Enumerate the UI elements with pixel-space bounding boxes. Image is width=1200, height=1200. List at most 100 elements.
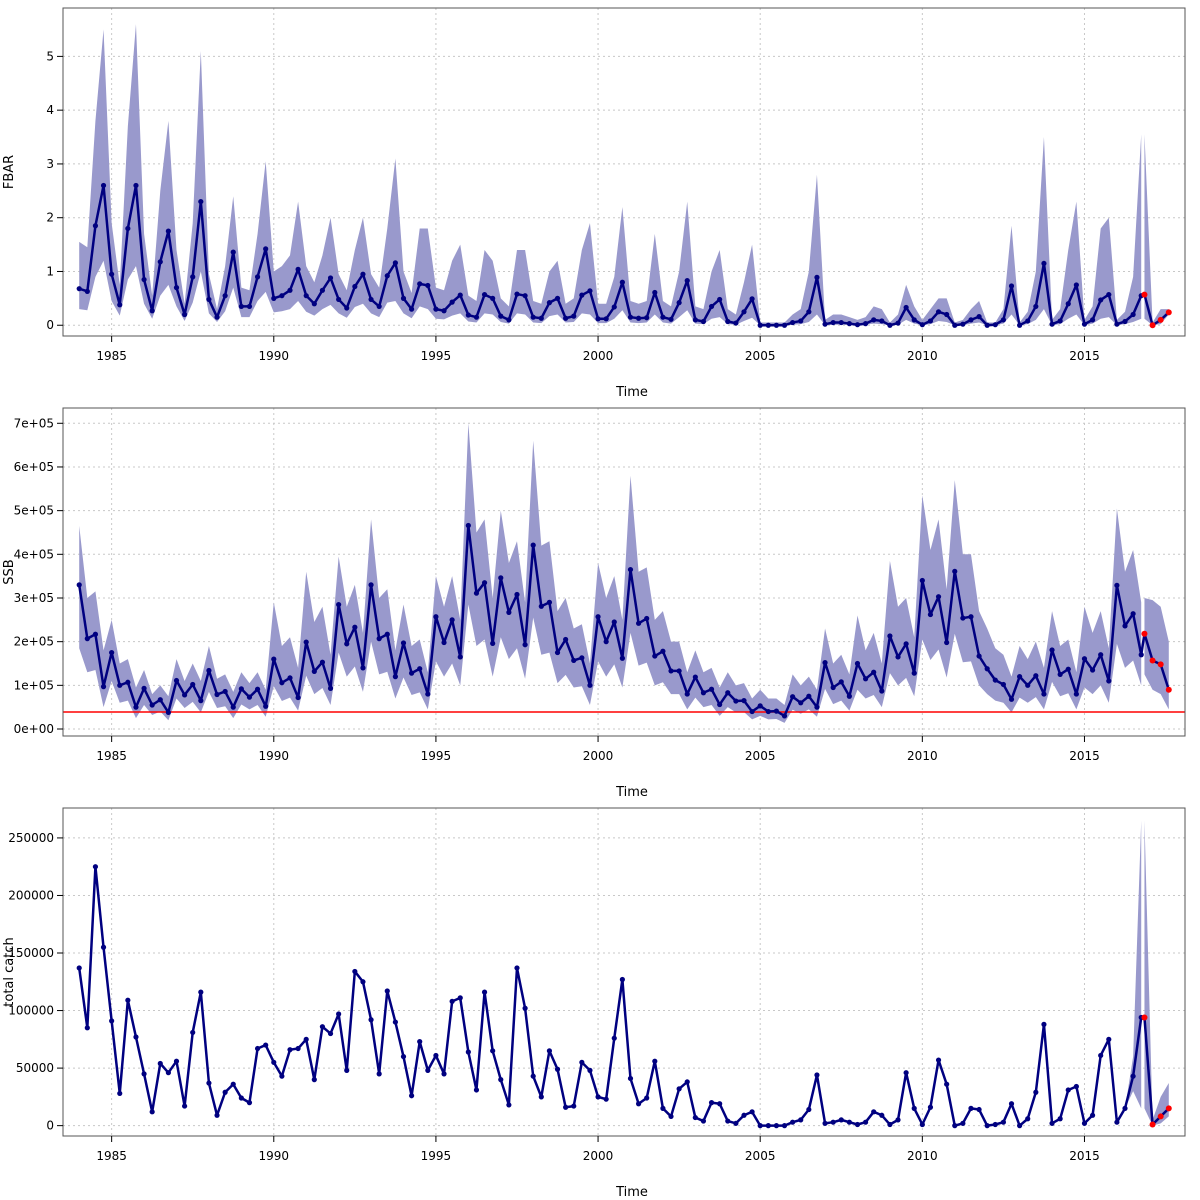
data-point — [879, 688, 885, 694]
plot-frame — [62, 7, 1186, 337]
data-point — [400, 640, 407, 646]
data-point — [927, 1104, 934, 1110]
data-point — [222, 293, 228, 299]
data-point — [198, 198, 204, 205]
x-tick-label: 2015 — [1069, 749, 1100, 763]
forecast-point — [1165, 1105, 1172, 1112]
data-point — [214, 691, 220, 698]
data-point — [781, 713, 788, 719]
data-point — [1081, 1120, 1088, 1126]
data-point — [692, 674, 698, 680]
y-axis-label: FBAR — [2, 155, 17, 189]
data-point — [862, 1119, 869, 1125]
data-point — [992, 677, 998, 683]
data-point — [554, 295, 561, 301]
data-point — [1033, 1089, 1039, 1095]
forecast-band — [1144, 820, 1169, 1126]
data-point — [344, 641, 350, 647]
data-point — [1025, 318, 1031, 324]
data-point — [263, 1042, 269, 1048]
data-point — [887, 1121, 893, 1128]
data-point — [814, 704, 820, 710]
data-point — [644, 315, 650, 321]
data-point — [619, 279, 625, 285]
forecast-band — [1144, 597, 1169, 710]
data-point — [417, 281, 423, 287]
data-point — [173, 1058, 180, 1064]
x-tick-label: 1985 — [96, 749, 127, 763]
data-point — [960, 1120, 966, 1126]
data-point — [725, 1118, 731, 1124]
data-point — [1025, 1116, 1031, 1122]
data-point — [287, 287, 293, 293]
y-tick-label: 6e+05 — [14, 460, 54, 474]
data-point — [417, 666, 423, 672]
data-point — [773, 1123, 780, 1129]
y-tick-label: 7e+05 — [14, 416, 54, 430]
data-point — [733, 698, 739, 704]
data-point — [125, 997, 131, 1003]
data-point — [125, 679, 131, 685]
data-point — [336, 296, 342, 303]
data-point — [814, 1072, 820, 1078]
data-point — [781, 322, 788, 328]
data-point — [846, 693, 852, 699]
data-point — [230, 704, 236, 710]
data-point — [109, 271, 115, 277]
data-point — [498, 575, 504, 581]
data-point — [368, 1017, 374, 1023]
y-tick-label: 2 — [46, 211, 54, 225]
data-point — [1098, 1052, 1104, 1059]
data-point — [198, 989, 204, 995]
x-tick-label: 2005 — [745, 1149, 776, 1163]
data-point — [400, 295, 407, 301]
data-point — [887, 633, 893, 639]
data-point — [806, 309, 812, 315]
data-point — [408, 306, 415, 312]
x-tick-label: 1995 — [421, 749, 452, 763]
data-point — [984, 1123, 990, 1129]
data-point — [303, 639, 309, 645]
data-point — [376, 636, 382, 642]
data-point — [352, 283, 358, 290]
data-point — [635, 315, 642, 321]
data-point — [749, 1109, 755, 1115]
data-point — [376, 1071, 382, 1077]
data-point — [765, 322, 771, 328]
data-point — [246, 303, 253, 310]
data-point — [271, 656, 277, 662]
data-point — [109, 649, 115, 656]
data-point — [927, 318, 934, 324]
data-point — [1008, 696, 1015, 702]
data-point — [473, 590, 480, 596]
data-point — [133, 704, 139, 710]
data-point — [230, 1081, 236, 1087]
data-point — [700, 690, 707, 696]
data-point — [238, 686, 244, 692]
data-point — [887, 322, 893, 328]
data-point — [1098, 652, 1104, 658]
data-point — [838, 679, 844, 685]
y-tick-label: 0e+00 — [14, 722, 54, 736]
data-point — [327, 275, 334, 281]
data-point — [733, 320, 739, 326]
data-point — [222, 688, 228, 695]
data-point — [1057, 1116, 1063, 1122]
data-point — [935, 309, 942, 315]
data-point — [165, 228, 171, 234]
data-point — [554, 649, 561, 656]
forecast-point — [1165, 309, 1172, 316]
data-point — [76, 286, 82, 292]
data-point — [725, 690, 731, 696]
data-point — [76, 965, 82, 971]
data-point — [903, 304, 909, 311]
forecast-point — [1157, 661, 1164, 668]
data-point — [668, 1113, 674, 1120]
data-point — [530, 1073, 536, 1079]
data-point — [538, 603, 544, 609]
data-point — [1000, 317, 1007, 323]
data-point — [214, 314, 220, 320]
data-point — [903, 1070, 909, 1076]
data-point — [92, 631, 99, 637]
data-point — [546, 599, 553, 605]
